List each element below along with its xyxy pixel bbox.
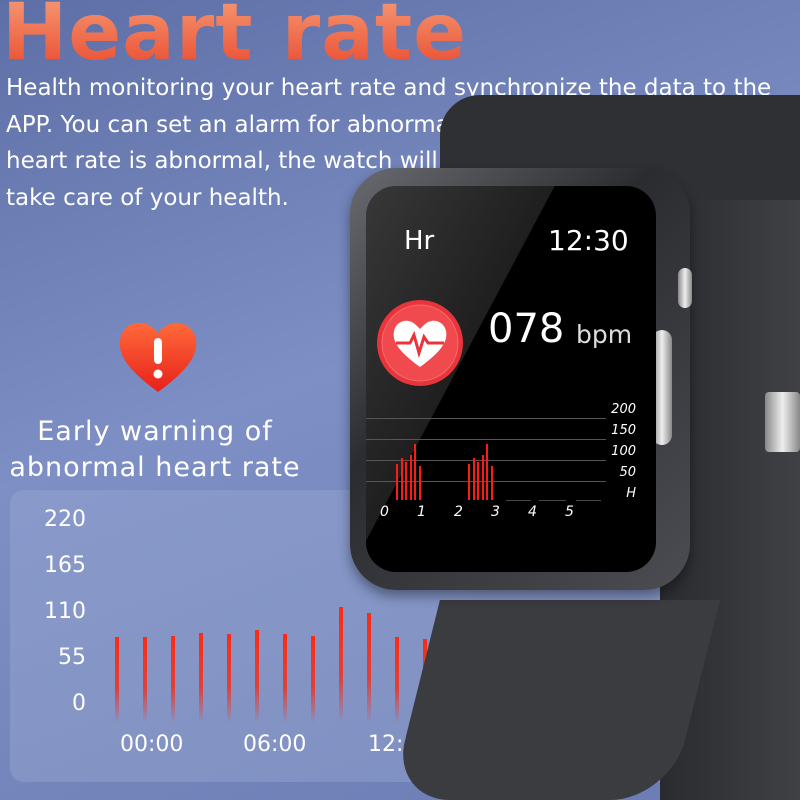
- screen-graph-x-label: 4: [528, 504, 537, 520]
- screen-graph-x-label: 0: [380, 504, 389, 520]
- heart-pulse-icon: [377, 300, 463, 386]
- screen-graph-bar: [396, 464, 398, 500]
- chart-bar: [199, 633, 203, 723]
- screen-graph-baseline: [539, 500, 566, 501]
- chart-bar: [395, 637, 399, 723]
- screen-graph-bar: [481, 455, 484, 500]
- x-tick-label: 06:00: [243, 732, 307, 757]
- watch-crown-button[interactable]: [678, 268, 692, 308]
- screen-graph-bar: [409, 455, 412, 500]
- screen-graph-x-label: 1: [417, 504, 426, 520]
- screen-graph-bar: [486, 444, 488, 500]
- screen-graph-x-label: 5: [565, 504, 574, 520]
- heart-exclamation-icon: [119, 322, 197, 392]
- y-tick-label: 55: [58, 645, 86, 670]
- screen-graph-y-label: 50: [619, 465, 636, 480]
- y-tick-label: 165: [44, 553, 86, 578]
- screen-graph-bar: [400, 458, 403, 500]
- screen-graph-bar: [490, 466, 493, 500]
- screen-graph-x-label: 3: [491, 504, 500, 520]
- screen-graph-bar: [405, 462, 407, 500]
- chart-bar: [255, 629, 259, 723]
- y-tick-label: 0: [72, 691, 86, 716]
- chart-bar: [115, 637, 119, 723]
- watch-side-button[interactable]: [652, 330, 672, 445]
- screen-time: 12:30: [548, 224, 629, 257]
- chart-bar: [143, 637, 147, 723]
- screen-graph-bar: [468, 464, 470, 500]
- heart-rate-unit: bpm: [576, 320, 633, 349]
- screen-graph-y-label: 200: [611, 402, 636, 417]
- screen-graph-gridline: [366, 439, 606, 440]
- screen-graph-x-label: 2: [454, 504, 463, 520]
- warning-heading: Early warning of abnormal heart rate: [0, 414, 310, 486]
- screen-graph-gridline: [366, 418, 606, 419]
- screen-graph-y-label: 100: [611, 444, 636, 459]
- watch-screen: Hr 12:30 078 bpm 200 150 100 50 H 0 1 2 3 4 5: [366, 186, 656, 572]
- screen-graph-bar: [414, 444, 416, 500]
- chart-bar: [283, 633, 287, 723]
- warning-heading-line1: Early warning of: [37, 416, 273, 447]
- screen-graph-y-label: H: [626, 486, 636, 501]
- heart-rate-value: 078: [488, 306, 565, 352]
- screen-graph-baseline: [506, 500, 531, 501]
- screen-graph-bar: [472, 458, 475, 500]
- chart-bar: [171, 635, 175, 723]
- x-tick-label: 00:00: [120, 732, 184, 757]
- chart-bar: [339, 607, 343, 723]
- screen-graph-bar: [477, 462, 479, 500]
- screen-graph-y-label: 150: [611, 423, 636, 438]
- chart-bar: [311, 635, 315, 723]
- y-tick-label: 220: [44, 507, 86, 532]
- screen-label: Hr: [404, 226, 435, 256]
- chart-bar: [227, 633, 231, 723]
- chart-bar: [367, 613, 371, 723]
- watch-clasp: [765, 392, 800, 452]
- page-title: Heart rate: [2, 0, 467, 78]
- y-tick-label: 110: [44, 599, 86, 624]
- screen-graph-baseline: [576, 500, 601, 501]
- warning-heading-line2: abnormal heart rate: [9, 452, 301, 483]
- screen-graph-bar: [418, 466, 421, 500]
